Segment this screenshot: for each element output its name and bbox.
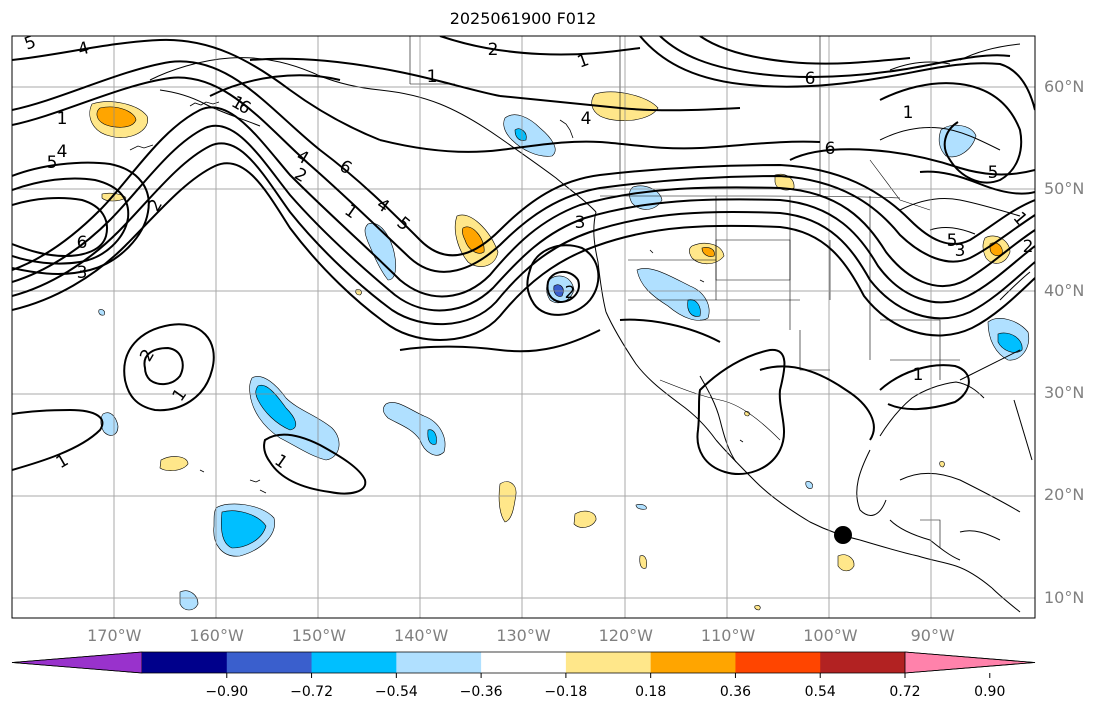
- map-frame: [11, 35, 1036, 619]
- colorbar-tick-label: 0.36: [719, 684, 752, 700]
- lon-tick-label: 120°W: [598, 626, 653, 645]
- contour-label: 2: [291, 164, 310, 187]
- lon-tick-label: 90°W: [910, 626, 955, 645]
- colorbar-segment: [820, 652, 906, 673]
- colorbar-tick-label: −0.54: [374, 684, 418, 700]
- lat-tick-label: 20°N: [1044, 485, 1085, 505]
- contour-label: 3: [955, 241, 966, 261]
- contour-label: 1: [913, 365, 924, 385]
- contour-label: 2: [488, 40, 499, 60]
- colorbar-segment: [311, 652, 397, 673]
- colorbar-tick-label: −0.72: [290, 684, 333, 700]
- location-marker-dot: [834, 526, 852, 544]
- contour-label: 6: [825, 139, 836, 159]
- contour-label: 5: [988, 163, 999, 183]
- colorbar-tick-label: −0.18: [544, 684, 588, 700]
- contour-label: 1: [903, 103, 914, 123]
- contour-label: 1: [57, 109, 68, 129]
- coastlines: [149, 43, 1033, 613]
- contour-label: 5: [22, 32, 39, 54]
- colorbar-outline: [11, 651, 1036, 674]
- colorbar: [11, 651, 1036, 678]
- colorbar-segment: [142, 652, 228, 673]
- height-contours: [12, 36, 1035, 495]
- colorbar-segment: [565, 652, 652, 673]
- colorbar-tick-label: 0.54: [804, 684, 836, 700]
- lon-tick-label: 130°W: [496, 626, 551, 645]
- contour-label: 6: [805, 69, 816, 89]
- colorbar-extend-max: [904, 651, 1036, 674]
- colorbar-segment: [735, 652, 821, 673]
- contour-label: 3: [77, 263, 88, 283]
- colorbar-segment: [481, 652, 567, 673]
- contour-label: 4: [581, 109, 592, 129]
- contour-label: 4: [76, 38, 92, 60]
- colorbar-tick-label: −0.90: [205, 684, 249, 700]
- islands: [129, 101, 744, 494]
- lon-tick-label: 150°W: [291, 626, 347, 645]
- colorbar-tick-label: 0.90: [974, 684, 1006, 700]
- colorbar-extend-min: [11, 651, 143, 674]
- colorbar-segment: [226, 652, 313, 673]
- colorbar-segment: [650, 652, 736, 673]
- colorbar-segment: [396, 652, 482, 673]
- positive-anomaly-fills: [89, 91, 1011, 611]
- contour-label: 4: [57, 142, 68, 162]
- lon-tick-label: 110°W: [700, 626, 756, 645]
- lat-tick-label: 30°N: [1044, 383, 1085, 403]
- lat-tick-label: 40°N: [1044, 281, 1085, 301]
- contour-label: 3: [575, 213, 586, 233]
- colorbar-tick-label: 0.72: [889, 684, 921, 700]
- lon-tick-label: 170°W: [87, 626, 142, 645]
- map-title: 2025061900 F012: [449, 9, 597, 28]
- contour-label: 1: [271, 451, 291, 474]
- contour-label: 5: [947, 231, 958, 251]
- lat-tick-label: 60°N: [1044, 77, 1085, 97]
- negative-anomaly-fills: [98, 114, 1030, 611]
- lon-tick-label: 140°W: [394, 626, 449, 645]
- contour-label: 6: [77, 233, 88, 253]
- contour-label: 1: [427, 67, 438, 87]
- lon-tick-label: 160°W: [189, 626, 244, 645]
- contour-label: 1: [53, 450, 72, 473]
- colorbar-tick-label: −0.36: [459, 684, 503, 700]
- contour-label: 2: [1023, 237, 1034, 257]
- contour-label: 2: [565, 283, 576, 303]
- contour-label: 5: [47, 153, 58, 173]
- contour-label: 1: [341, 201, 361, 224]
- lat-tick-label: 50°N: [1044, 179, 1085, 199]
- colorbar-tick-label: 0.18: [635, 684, 667, 700]
- lon-tick-label: 100°W: [803, 626, 858, 645]
- borders: [409, 36, 960, 548]
- lat-tick-label: 10°N: [1044, 587, 1085, 607]
